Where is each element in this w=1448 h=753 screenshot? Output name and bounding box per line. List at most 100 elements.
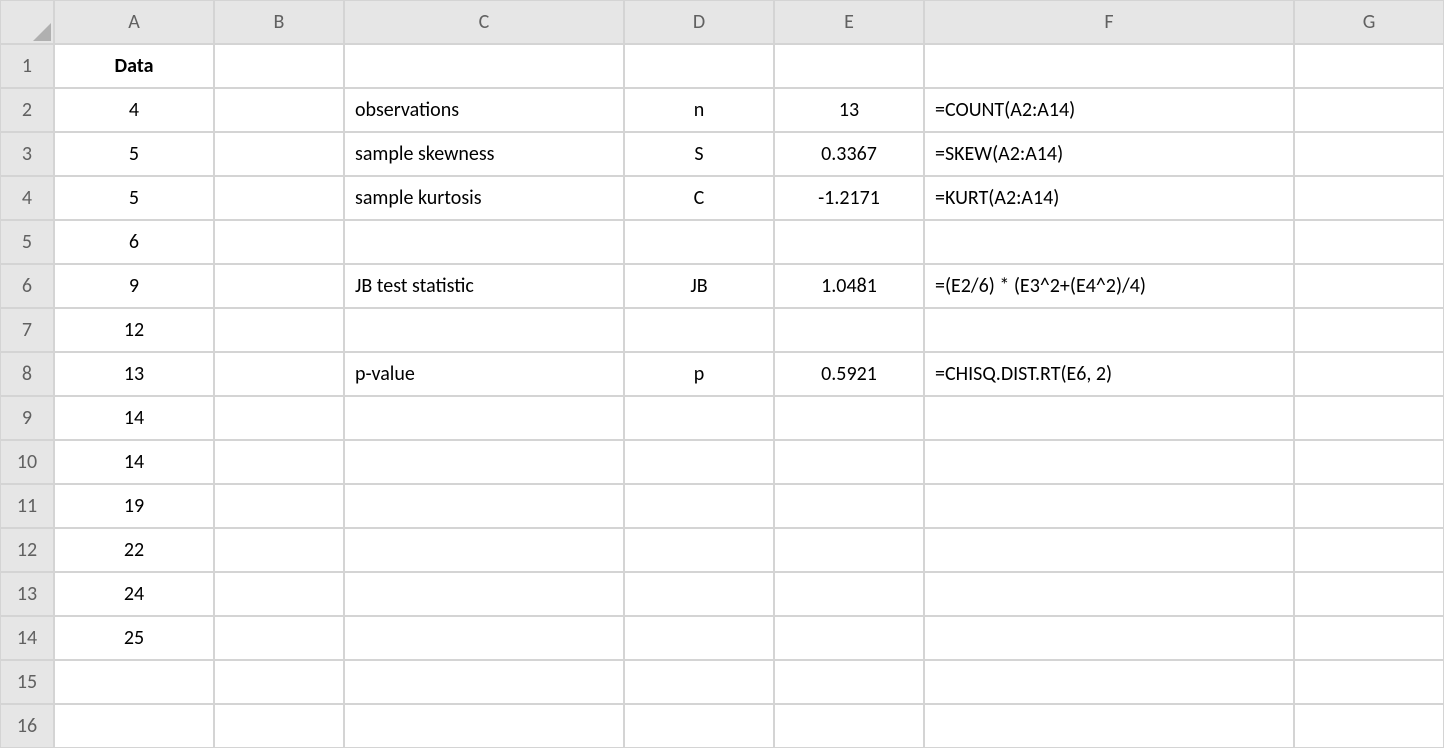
- col-header-G[interactable]: G: [1294, 0, 1444, 44]
- cell-E10[interactable]: [774, 440, 924, 484]
- cell-D10[interactable]: [624, 440, 774, 484]
- col-header-E[interactable]: E: [774, 0, 924, 44]
- cell-B11[interactable]: [214, 484, 344, 528]
- cell-A11[interactable]: 19: [54, 484, 214, 528]
- row-header-9[interactable]: 9: [0, 396, 54, 440]
- row-header-4[interactable]: 4: [0, 176, 54, 220]
- cell-D12[interactable]: [624, 528, 774, 572]
- cell-B12[interactable]: [214, 528, 344, 572]
- cell-D13[interactable]: [624, 572, 774, 616]
- cell-E12[interactable]: [774, 528, 924, 572]
- row-header-13[interactable]: 13: [0, 572, 54, 616]
- cell-F6[interactable]: =(E2/6) * (E3^2+(E4^2)/4): [924, 264, 1294, 308]
- cell-F8[interactable]: =CHISQ.DIST.RT(E6, 2): [924, 352, 1294, 396]
- cell-E16[interactable]: [774, 704, 924, 748]
- cell-E9[interactable]: [774, 396, 924, 440]
- cell-G9[interactable]: [1294, 396, 1444, 440]
- cell-B5[interactable]: [214, 220, 344, 264]
- cell-B13[interactable]: [214, 572, 344, 616]
- row-header-6[interactable]: 6: [0, 264, 54, 308]
- row-header-15[interactable]: 15: [0, 660, 54, 704]
- cell-E13[interactable]: [774, 572, 924, 616]
- select-all-corner[interactable]: [0, 0, 54, 44]
- cell-B10[interactable]: [214, 440, 344, 484]
- cell-F4[interactable]: =KURT(A2:A14): [924, 176, 1294, 220]
- cell-E11[interactable]: [774, 484, 924, 528]
- cell-D16[interactable]: [624, 704, 774, 748]
- row-header-16[interactable]: 16: [0, 704, 54, 748]
- cell-B16[interactable]: [214, 704, 344, 748]
- cell-A1[interactable]: Data: [54, 44, 214, 88]
- cell-B1[interactable]: [214, 44, 344, 88]
- cell-C8[interactable]: p-value: [344, 352, 624, 396]
- col-header-B[interactable]: B: [214, 0, 344, 44]
- cell-A15[interactable]: [54, 660, 214, 704]
- cell-E5[interactable]: [774, 220, 924, 264]
- cell-D2[interactable]: n: [624, 88, 774, 132]
- col-header-D[interactable]: D: [624, 0, 774, 44]
- cell-F9[interactable]: [924, 396, 1294, 440]
- cell-C6[interactable]: JB test statistic: [344, 264, 624, 308]
- cell-E14[interactable]: [774, 616, 924, 660]
- cell-A9[interactable]: 14: [54, 396, 214, 440]
- cell-G16[interactable]: [1294, 704, 1444, 748]
- cell-B9[interactable]: [214, 396, 344, 440]
- row-header-11[interactable]: 11: [0, 484, 54, 528]
- cell-B6[interactable]: [214, 264, 344, 308]
- cell-G10[interactable]: [1294, 440, 1444, 484]
- cell-G14[interactable]: [1294, 616, 1444, 660]
- cell-F16[interactable]: [924, 704, 1294, 748]
- cell-C5[interactable]: [344, 220, 624, 264]
- cell-D1[interactable]: [624, 44, 774, 88]
- cell-F5[interactable]: [924, 220, 1294, 264]
- cell-B2[interactable]: [214, 88, 344, 132]
- cell-F14[interactable]: [924, 616, 1294, 660]
- cell-A12[interactable]: 22: [54, 528, 214, 572]
- cell-E15[interactable]: [774, 660, 924, 704]
- cell-G15[interactable]: [1294, 660, 1444, 704]
- row-header-8[interactable]: 8: [0, 352, 54, 396]
- cell-C16[interactable]: [344, 704, 624, 748]
- cell-A4[interactable]: 5: [54, 176, 214, 220]
- cell-B14[interactable]: [214, 616, 344, 660]
- cell-A10[interactable]: 14: [54, 440, 214, 484]
- col-header-F[interactable]: F: [924, 0, 1294, 44]
- cell-G3[interactable]: [1294, 132, 1444, 176]
- cell-F15[interactable]: [924, 660, 1294, 704]
- cell-D3[interactable]: S: [624, 132, 774, 176]
- cell-F1[interactable]: [924, 44, 1294, 88]
- row-header-10[interactable]: 10: [0, 440, 54, 484]
- cell-A8[interactable]: 13: [54, 352, 214, 396]
- cell-A16[interactable]: [54, 704, 214, 748]
- cell-A3[interactable]: 5: [54, 132, 214, 176]
- cell-A13[interactable]: 24: [54, 572, 214, 616]
- cell-F11[interactable]: [924, 484, 1294, 528]
- cell-A6[interactable]: 9: [54, 264, 214, 308]
- cell-E1[interactable]: [774, 44, 924, 88]
- cell-G13[interactable]: [1294, 572, 1444, 616]
- col-header-A[interactable]: A: [54, 0, 214, 44]
- cell-G8[interactable]: [1294, 352, 1444, 396]
- cell-A7[interactable]: 12: [54, 308, 214, 352]
- row-header-12[interactable]: 12: [0, 528, 54, 572]
- cell-G5[interactable]: [1294, 220, 1444, 264]
- cell-B7[interactable]: [214, 308, 344, 352]
- cell-D9[interactable]: [624, 396, 774, 440]
- cell-F12[interactable]: [924, 528, 1294, 572]
- cell-G12[interactable]: [1294, 528, 1444, 572]
- cell-B4[interactable]: [214, 176, 344, 220]
- row-header-2[interactable]: 2: [0, 88, 54, 132]
- cell-B3[interactable]: [214, 132, 344, 176]
- cell-G7[interactable]: [1294, 308, 1444, 352]
- cell-C12[interactable]: [344, 528, 624, 572]
- cell-E8[interactable]: 0.5921: [774, 352, 924, 396]
- cell-F3[interactable]: =SKEW(A2:A14): [924, 132, 1294, 176]
- cell-F13[interactable]: [924, 572, 1294, 616]
- cell-C7[interactable]: [344, 308, 624, 352]
- cell-E4[interactable]: -1.2171: [774, 176, 924, 220]
- cell-D11[interactable]: [624, 484, 774, 528]
- cell-G6[interactable]: [1294, 264, 1444, 308]
- cell-C9[interactable]: [344, 396, 624, 440]
- cell-A2[interactable]: 4: [54, 88, 214, 132]
- cell-C1[interactable]: [344, 44, 624, 88]
